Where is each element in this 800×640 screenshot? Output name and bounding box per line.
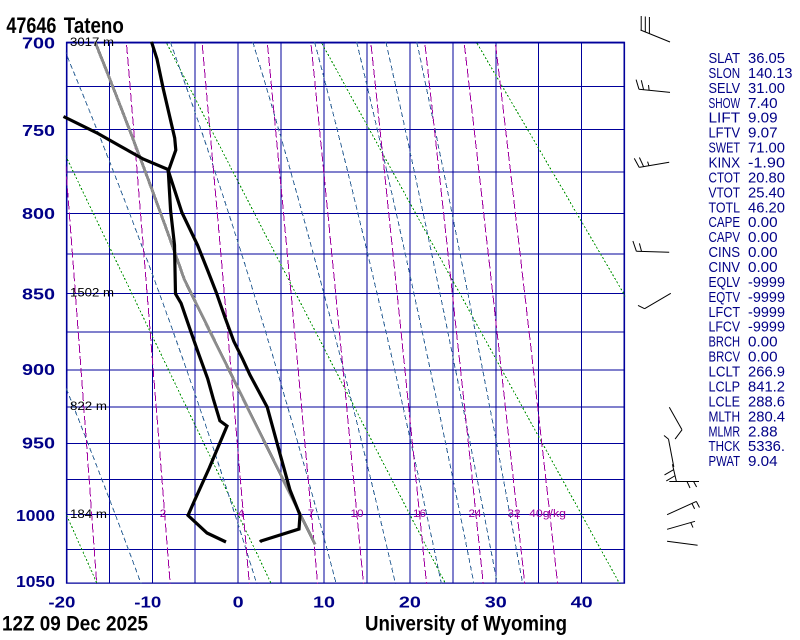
svg-text:1000: 1000 [16, 508, 55, 525]
svg-text:SWET: SWET [709, 140, 741, 157]
svg-text:25.40: 25.40 [748, 184, 785, 201]
svg-text:LFCV: LFCV [709, 319, 741, 336]
svg-text:40g/kg: 40g/kg [529, 508, 566, 520]
svg-text:VTOT: VTOT [709, 184, 741, 201]
svg-text:LFCT: LFCT [709, 304, 741, 321]
svg-text:140.13: 140.13 [748, 65, 792, 82]
svg-text:31.00: 31.00 [748, 80, 785, 97]
svg-text:-9999: -9999 [748, 289, 785, 306]
svg-text:7.40: 7.40 [748, 95, 778, 112]
svg-text:700: 700 [22, 35, 55, 52]
svg-text:SLAT: SLAT [709, 50, 741, 67]
svg-text:TOTL: TOTL [709, 199, 741, 216]
svg-text:LFTV: LFTV [709, 125, 741, 142]
svg-text:10: 10 [351, 508, 364, 520]
svg-text:12Z 09 Dec 2025: 12Z 09 Dec 2025 [2, 613, 148, 636]
svg-text:LCLE: LCLE [709, 393, 741, 410]
svg-text:-10: -10 [134, 595, 161, 612]
svg-text:0.00: 0.00 [748, 334, 778, 351]
svg-text:750: 750 [22, 123, 55, 140]
svg-text:CTOT: CTOT [709, 169, 741, 186]
svg-text:36.05: 36.05 [748, 50, 785, 67]
svg-text:-9999: -9999 [748, 274, 785, 291]
svg-text:0: 0 [233, 595, 244, 612]
svg-text:LCLT: LCLT [709, 364, 741, 381]
svg-text:16: 16 [413, 508, 426, 520]
svg-text:CINV: CINV [709, 259, 741, 276]
svg-text:46.20: 46.20 [748, 199, 785, 216]
svg-text:10: 10 [313, 595, 335, 612]
svg-text:PWAT: PWAT [709, 453, 741, 470]
svg-text:1502 m: 1502 m [70, 288, 114, 300]
svg-text:288.6: 288.6 [748, 393, 785, 410]
svg-text:0.00: 0.00 [748, 349, 778, 366]
svg-text:0.00: 0.00 [748, 229, 778, 246]
svg-text:BRCV: BRCV [709, 349, 741, 366]
svg-text:0.00: 0.00 [748, 214, 778, 231]
svg-text:900: 900 [22, 362, 55, 379]
svg-text:-1.90: -1.90 [748, 155, 785, 172]
svg-text:-9999: -9999 [748, 319, 785, 336]
svg-text:EQTV: EQTV [709, 289, 741, 306]
svg-text:SELV: SELV [709, 80, 741, 97]
svg-text:3017 m: 3017 m [70, 37, 114, 49]
svg-text:0.00: 0.00 [748, 244, 778, 261]
svg-text:32: 32 [508, 508, 521, 520]
svg-text:EQLV: EQLV [709, 274, 741, 291]
svg-text:MLMR: MLMR [709, 423, 741, 440]
svg-text:-20: -20 [48, 595, 75, 612]
svg-text:CAPE: CAPE [709, 214, 741, 231]
svg-text:2: 2 [160, 508, 167, 520]
svg-text:KINX: KINX [709, 155, 741, 172]
svg-text:LIFT: LIFT [709, 110, 741, 127]
svg-text:-9999: -9999 [748, 304, 785, 321]
svg-text:9.09: 9.09 [748, 110, 778, 127]
svg-text:24: 24 [469, 508, 482, 520]
svg-text:266.9: 266.9 [748, 364, 785, 381]
svg-text:5336.: 5336. [748, 438, 785, 455]
svg-text:SLON: SLON [709, 65, 741, 82]
svg-text:184 m: 184 m [70, 509, 107, 521]
svg-text:2.88: 2.88 [748, 423, 778, 440]
svg-text:BRCH: BRCH [709, 334, 741, 351]
svg-text:4: 4 [238, 508, 245, 520]
svg-text:Tateno: Tateno [64, 13, 124, 38]
svg-text:CINS: CINS [709, 244, 741, 261]
svg-text:7: 7 [308, 508, 315, 520]
svg-text:20.80: 20.80 [748, 169, 785, 186]
svg-text:40: 40 [571, 595, 593, 612]
svg-text:822 m: 822 m [70, 401, 107, 413]
svg-text:9.04: 9.04 [748, 453, 778, 470]
svg-text:University of Wyoming: University of Wyoming [365, 613, 567, 636]
svg-text:47646: 47646 [6, 13, 56, 38]
svg-text:800: 800 [22, 206, 55, 223]
svg-text:MLTH: MLTH [709, 408, 741, 425]
svg-text:1050: 1050 [16, 574, 55, 591]
svg-text:0.00: 0.00 [748, 259, 778, 276]
svg-text:THCK: THCK [709, 438, 741, 455]
svg-text:CAPV: CAPV [709, 229, 741, 246]
svg-text:9.07: 9.07 [748, 125, 778, 142]
svg-text:LCLP: LCLP [709, 378, 741, 395]
svg-text:950: 950 [22, 436, 55, 453]
svg-text:850: 850 [22, 287, 55, 304]
svg-text:30: 30 [485, 595, 507, 612]
svg-text:20: 20 [399, 595, 421, 612]
svg-text:841.2: 841.2 [748, 378, 785, 395]
svg-text:71.00: 71.00 [748, 140, 785, 157]
svg-text:SHOW: SHOW [709, 95, 741, 112]
svg-text:280.4: 280.4 [748, 408, 785, 425]
